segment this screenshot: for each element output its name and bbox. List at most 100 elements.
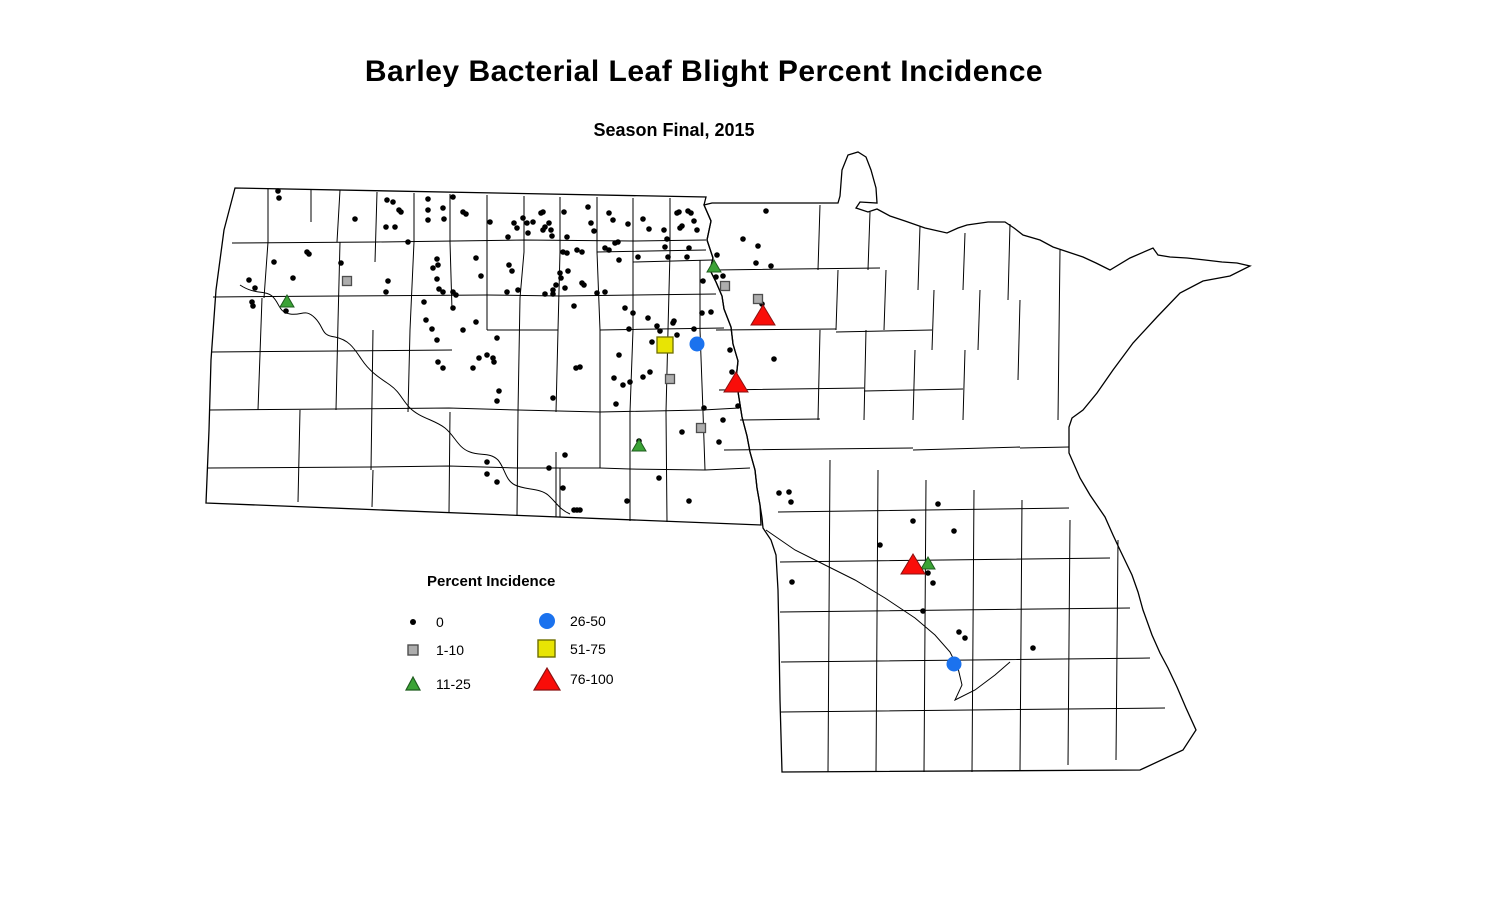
marker-dot bbox=[561, 209, 567, 215]
marker-dot bbox=[390, 199, 396, 205]
marker-dot bbox=[562, 285, 568, 291]
marker-dot bbox=[473, 319, 479, 325]
legend-item-label: 1-10 bbox=[436, 642, 465, 658]
legend-item-11-25: 11-25 bbox=[398, 671, 471, 697]
marker-dot bbox=[662, 244, 668, 250]
marker-dot bbox=[385, 278, 391, 284]
marker-dot bbox=[562, 452, 568, 458]
marker-dot bbox=[657, 328, 663, 334]
dot-icon bbox=[398, 609, 428, 635]
legend-item-label: 11-25 bbox=[436, 676, 471, 692]
marker-dot bbox=[788, 499, 794, 505]
marker-small-green-triangle bbox=[706, 259, 722, 273]
marker-dot bbox=[484, 352, 490, 358]
marker-dot bbox=[450, 305, 456, 311]
marker-dot bbox=[505, 234, 511, 240]
marker-dot bbox=[622, 305, 628, 311]
marker-small-gray-square bbox=[719, 280, 731, 292]
marker-dot bbox=[656, 475, 662, 481]
marker-dot bbox=[453, 292, 459, 298]
marker-dot bbox=[616, 257, 622, 263]
marker-small-green-triangle bbox=[279, 294, 295, 308]
marker-dot bbox=[434, 256, 440, 262]
marker-dot bbox=[384, 197, 390, 203]
marker-dot bbox=[574, 247, 580, 253]
marker-dot bbox=[729, 369, 735, 375]
marker-dot bbox=[478, 273, 484, 279]
marker-dot bbox=[713, 274, 719, 280]
marker-dot bbox=[930, 580, 936, 586]
marker-dot bbox=[720, 417, 726, 423]
marker-dot bbox=[491, 359, 497, 365]
marker-dot bbox=[564, 250, 570, 256]
marker-dot bbox=[877, 542, 883, 548]
legend-item-26-50: 26-50 bbox=[532, 608, 606, 634]
marker-dot bbox=[640, 374, 646, 380]
marker-dot bbox=[664, 236, 670, 242]
marker-dot bbox=[776, 490, 782, 496]
marker-small-gray-square bbox=[695, 422, 707, 434]
marker-dot bbox=[276, 195, 282, 201]
marker-dot bbox=[440, 205, 446, 211]
marker-dot bbox=[514, 225, 520, 231]
marker-dot bbox=[392, 224, 398, 230]
marker-dot bbox=[602, 289, 608, 295]
incidence-markers bbox=[246, 188, 1036, 672]
marker-dot bbox=[688, 210, 694, 216]
marker-dot bbox=[542, 291, 548, 297]
marker-dot bbox=[951, 528, 957, 534]
marker-dot bbox=[670, 320, 676, 326]
marker-dot bbox=[398, 209, 404, 215]
state-outlines bbox=[205, 151, 1252, 773]
marker-dot bbox=[383, 289, 389, 295]
marker-dot bbox=[440, 365, 446, 371]
marker-dot bbox=[306, 251, 312, 257]
chart-title: Barley Bacterial Leaf Blight Percent Inc… bbox=[364, 55, 1044, 88]
marker-dot bbox=[676, 209, 682, 215]
marker-dot bbox=[727, 347, 733, 353]
chart-subtitle: Season Final, 2015 bbox=[593, 120, 755, 140]
marker-small-gray-square bbox=[341, 275, 353, 287]
marker-dot bbox=[661, 227, 667, 233]
marker-dot bbox=[553, 282, 559, 288]
marker-dot bbox=[579, 249, 585, 255]
marker-dot bbox=[925, 570, 931, 576]
marker-dot bbox=[610, 217, 616, 223]
marker-dot bbox=[435, 262, 441, 268]
marker-dot bbox=[626, 326, 632, 332]
marker-dot bbox=[434, 337, 440, 343]
marker-dot bbox=[405, 239, 411, 245]
marker-dot bbox=[649, 339, 655, 345]
marker-dot bbox=[494, 398, 500, 404]
legend-item-51-75: 51-75 bbox=[532, 636, 606, 662]
marker-dot bbox=[557, 270, 563, 276]
marker-dot bbox=[460, 327, 466, 333]
marker-dot bbox=[338, 260, 344, 266]
legend-item-label: 26-50 bbox=[570, 613, 606, 629]
marker-dot bbox=[511, 220, 517, 226]
marker-dot bbox=[546, 220, 552, 226]
marker-dot bbox=[613, 401, 619, 407]
marker-dot bbox=[720, 273, 726, 279]
marker-dot bbox=[421, 299, 427, 305]
marker-blue-circle bbox=[689, 336, 705, 352]
marker-dot bbox=[565, 268, 571, 274]
marker-dot bbox=[540, 227, 546, 233]
marker-dot bbox=[494, 479, 500, 485]
legend-item-76-100: 76-100 bbox=[532, 666, 614, 692]
marker-dot bbox=[679, 223, 685, 229]
marker-dot bbox=[654, 323, 660, 329]
marker-dot bbox=[771, 356, 777, 362]
marker-dot bbox=[1030, 645, 1036, 651]
blue-circle-icon bbox=[532, 608, 562, 634]
marker-dot bbox=[691, 326, 697, 332]
marker-dot bbox=[430, 265, 436, 271]
marker-dot bbox=[708, 309, 714, 315]
marker-dot bbox=[548, 227, 554, 233]
marker-dot bbox=[616, 352, 622, 358]
marker-dot bbox=[573, 365, 579, 371]
marker-dot bbox=[679, 429, 685, 435]
marker-dot bbox=[585, 204, 591, 210]
